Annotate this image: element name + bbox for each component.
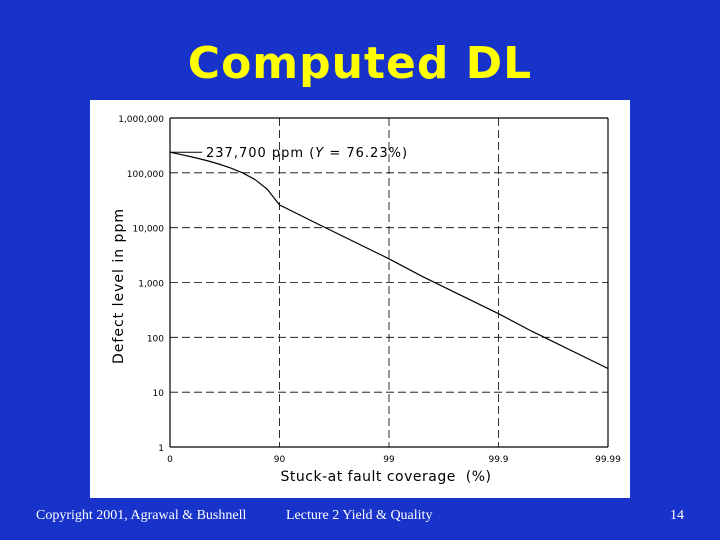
chart-panel: 1 10 100 1,000 10,000 100,000 1,000,000 0 90 99 99… (90, 100, 630, 498)
slide-title: Computed DL (187, 38, 533, 89)
y-tick-label: 10,000 (133, 225, 165, 235)
annotation-label-suffix: = 76.23%) (324, 146, 408, 161)
footer-copyright: Copyright 2001, Agrawal & Bushnell (36, 508, 247, 523)
x-axis-label: Stuck-at fault coverage (%) (281, 469, 492, 485)
annotation-label: 237,700 ppm (Y = 76.23%) (206, 146, 408, 161)
defect-level-chart: 1 10 100 1,000 10,000 100,000 1,000,000 0 90 99 99… (111, 115, 621, 485)
defect-level-curve (169, 151, 609, 370)
annotation-label-italic: Y (315, 146, 324, 161)
x-tick-label: 99 (383, 455, 395, 465)
page-number: 14 (670, 508, 684, 523)
y-tick-label: 10 (153, 389, 165, 399)
y-tick-label: 1,000,000 (118, 115, 164, 125)
y-tick-label: 1 (158, 444, 164, 454)
x-tick-label: 90 (274, 455, 286, 465)
y-axis-label: Defect level in ppm (111, 208, 127, 364)
y-tick-label: 100 (147, 334, 164, 344)
grid-lines (169, 117, 609, 448)
x-tick-label: 0 (167, 455, 173, 465)
y-tick-label: 1,000 (138, 280, 164, 290)
footer-lecture: Lecture 2 Yield & Quality (286, 508, 433, 523)
y-tick-label: 100,000 (127, 170, 164, 180)
x-tick-label: 99.99 (595, 455, 621, 465)
annotation-label-prefix: 237,700 ppm ( (206, 146, 315, 161)
x-tick-label: 99.9 (488, 455, 508, 465)
tick-labels: 1 10 100 1,000 10,000 100,000 1,000,000 0 90 99 99… (118, 115, 621, 465)
